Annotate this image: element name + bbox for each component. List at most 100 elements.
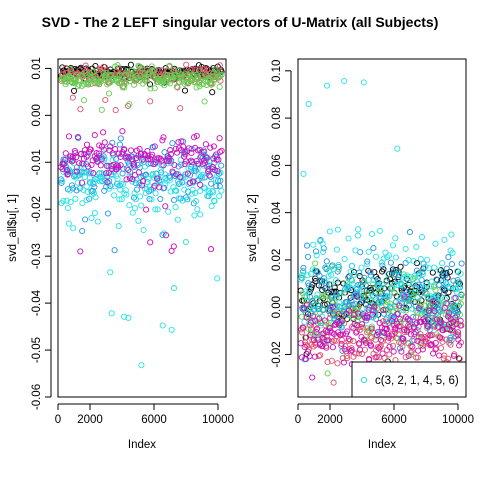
data-point [68,158,76,165]
data-point [197,211,204,218]
data-point [334,226,341,233]
data-point [380,307,387,314]
data-point [456,342,463,349]
data-point [151,143,158,150]
data-point [125,314,132,321]
data-point [300,297,307,304]
data-point [386,351,393,358]
data-point [143,206,150,213]
data-point [353,284,360,291]
data-point [210,189,217,196]
data-point [198,175,206,182]
data-point [431,264,438,271]
data-point [314,331,321,339]
data-point [210,143,217,150]
data-point [298,313,305,320]
data-point [419,346,426,353]
data-point [131,205,138,212]
data-point [407,320,414,327]
data-point [420,260,427,267]
data-point [407,331,414,338]
data-point [138,65,146,72]
data-point [417,341,424,348]
data-point [413,260,420,267]
data-point [379,350,386,357]
data-point [176,78,183,85]
data-point [369,281,377,288]
data-point [408,351,415,358]
data-point [415,304,422,312]
data-point [74,133,81,141]
data-point [431,308,438,315]
data-point [149,170,156,177]
data-point [213,156,220,163]
data-point [123,165,130,172]
data-point [398,348,405,355]
data-point [188,145,195,152]
data-point [322,264,329,271]
data-point [347,337,354,344]
data-point [95,150,102,157]
data-point [445,309,452,316]
data-point [105,169,113,176]
data-point [375,354,382,361]
data-point [416,270,423,278]
data-point [69,79,76,87]
data-point [139,157,146,164]
data-point [414,337,421,345]
data-point [207,173,214,180]
data-point [319,334,326,341]
data-point [83,153,90,160]
data-point [395,268,402,275]
data-point [422,263,429,270]
data-point [407,273,414,281]
data-point [306,287,313,294]
data-point [355,350,362,357]
data-point [325,337,332,344]
y-tick-label: -0.06 [31,384,43,410]
data-point [403,307,410,314]
legend-label: c(3, 2, 1, 4, 5, 6) [375,375,459,387]
data-point [79,227,86,235]
data-point [394,145,401,152]
data-point [71,147,78,155]
data-point [203,71,210,78]
data-point [140,226,147,234]
data-point [307,331,314,338]
data-point [450,352,457,359]
data-point [313,295,320,302]
y-tick-label: 0.08 [271,107,283,129]
data-point [368,230,375,238]
data-point [368,325,375,332]
data-point [332,277,340,284]
data-point [117,162,124,169]
data-point [311,267,318,274]
data-point [429,269,436,276]
data-point [309,313,316,320]
data-point [387,303,394,310]
data-point [195,160,202,167]
data-point [117,186,124,193]
data-point [201,98,208,105]
data-point [191,212,198,219]
x-tick-label: 2000 [317,414,343,426]
data-point [391,313,398,320]
x-tick-label: 0 [55,414,61,426]
left-panel: 0 2000 6000 10000 -0.06 -0.05 -0.04 -0.03 -0.02… [7,57,234,451]
data-point [445,355,452,362]
data-point [333,291,340,298]
data-point [391,281,398,288]
data-point [387,300,394,307]
data-point [436,352,443,359]
data-point [206,172,213,179]
data-point [449,305,456,312]
data-point [178,146,185,154]
data-point [348,347,355,354]
data-point [215,156,222,163]
data-point [195,67,202,74]
data-point [170,243,177,250]
data-point [216,135,223,142]
data-point [157,195,164,203]
data-point [329,294,336,301]
data-point [316,315,323,322]
